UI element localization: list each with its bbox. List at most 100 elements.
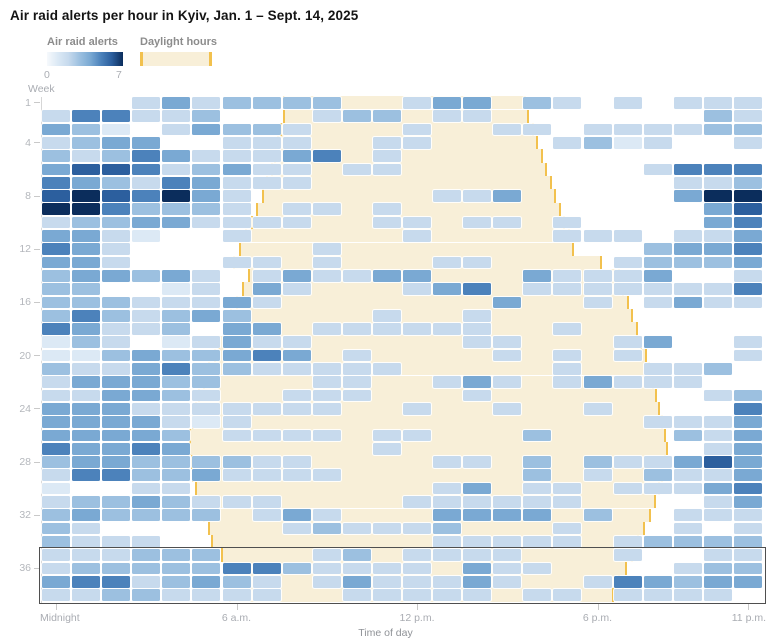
heatmap-cell[interactable] [703, 203, 732, 216]
heatmap-cell[interactable] [192, 363, 221, 375]
heatmap-cell[interactable] [643, 482, 672, 495]
heatmap-cell[interactable] [553, 283, 582, 295]
heatmap-cell[interactable] [433, 456, 462, 468]
heatmap-cell[interactable] [433, 575, 462, 588]
heatmap-cell[interactable] [252, 150, 281, 162]
heatmap-cell[interactable] [733, 416, 762, 428]
heatmap-cell[interactable] [72, 496, 101, 508]
heatmap-cell[interactable] [132, 110, 161, 123]
heatmap-cell[interactable] [463, 376, 492, 389]
heatmap-cell[interactable] [222, 349, 251, 362]
heatmap-cell[interactable] [312, 269, 341, 282]
heatmap-cell[interactable] [733, 456, 762, 468]
heatmap-cell[interactable] [613, 482, 642, 495]
heatmap-cell[interactable] [463, 323, 492, 335]
heatmap-cell[interactable] [162, 336, 191, 349]
heatmap-cell[interactable] [162, 110, 191, 123]
heatmap-cell[interactable] [643, 336, 672, 349]
heatmap-cell[interactable] [72, 589, 101, 601]
heatmap-cell[interactable] [613, 549, 642, 561]
heatmap-cell[interactable] [403, 136, 431, 149]
heatmap-cell[interactable] [433, 190, 462, 202]
heatmap-cell[interactable] [132, 203, 161, 216]
heatmap-cell[interactable] [132, 549, 161, 561]
heatmap-cell[interactable] [673, 190, 702, 202]
heatmap-cell[interactable] [463, 389, 492, 402]
heatmap-cell[interactable] [403, 496, 431, 508]
heatmap-cell[interactable] [162, 482, 191, 495]
heatmap-cell[interactable] [553, 535, 582, 548]
heatmap-cell[interactable] [733, 163, 762, 176]
heatmap-cell[interactable] [132, 456, 161, 468]
heatmap-cell[interactable] [282, 163, 311, 176]
heatmap-cell[interactable] [733, 402, 762, 415]
heatmap-cell[interactable] [162, 123, 191, 136]
heatmap-cell[interactable] [433, 549, 462, 561]
heatmap-cell[interactable] [132, 442, 161, 455]
heatmap-cell[interactable] [102, 176, 131, 189]
heatmap-cell[interactable] [192, 309, 221, 322]
heatmap-cell[interactable] [72, 363, 101, 375]
heatmap-cell[interactable] [493, 296, 522, 309]
heatmap-cell[interactable] [673, 482, 702, 495]
heatmap-cell[interactable] [583, 402, 612, 415]
heatmap-cell[interactable] [463, 496, 492, 508]
heatmap-cell[interactable] [72, 309, 101, 322]
heatmap-cell[interactable] [673, 363, 702, 375]
heatmap-cell[interactable] [403, 269, 431, 282]
heatmap-cell[interactable] [222, 336, 251, 349]
heatmap-cell[interactable] [42, 349, 70, 362]
heatmap-cell[interactable] [493, 402, 522, 415]
heatmap-cell[interactable] [493, 549, 522, 561]
heatmap-cell[interactable] [613, 123, 642, 136]
heatmap-cell[interactable] [42, 190, 70, 202]
heatmap-cell[interactable] [433, 376, 462, 389]
heatmap-cell[interactable] [703, 256, 732, 269]
heatmap-cell[interactable] [583, 123, 612, 136]
heatmap-cell[interactable] [72, 562, 101, 575]
heatmap-cell[interactable] [222, 190, 251, 202]
heatmap-cell[interactable] [282, 203, 311, 216]
heatmap-cell[interactable] [673, 256, 702, 269]
heatmap-cell[interactable] [733, 269, 762, 282]
heatmap-cell[interactable] [463, 283, 492, 295]
heatmap-cell[interactable] [733, 336, 762, 349]
heatmap-cell[interactable] [282, 363, 311, 375]
heatmap-cell[interactable] [433, 496, 462, 508]
heatmap-cell[interactable] [282, 97, 311, 109]
heatmap-cell[interactable] [132, 469, 161, 482]
heatmap-cell[interactable] [673, 123, 702, 136]
heatmap-cell[interactable] [72, 176, 101, 189]
heatmap-cell[interactable] [312, 402, 341, 415]
heatmap-cell[interactable] [192, 589, 221, 601]
heatmap-cell[interactable] [252, 123, 281, 136]
heatmap-cell[interactable] [342, 562, 371, 575]
heatmap-cell[interactable] [372, 442, 401, 455]
heatmap-cell[interactable] [733, 283, 762, 295]
heatmap-cell[interactable] [42, 230, 70, 242]
heatmap-cell[interactable] [733, 575, 762, 588]
heatmap-cell[interactable] [583, 269, 612, 282]
heatmap-cell[interactable] [703, 575, 732, 588]
heatmap-cell[interactable] [733, 97, 762, 109]
heatmap-cell[interactable] [282, 349, 311, 362]
heatmap-cell[interactable] [703, 509, 732, 522]
heatmap-cell[interactable] [162, 402, 191, 415]
heatmap-cell[interactable] [673, 376, 702, 389]
heatmap-cell[interactable] [733, 256, 762, 269]
heatmap-cell[interactable] [372, 216, 401, 229]
heatmap-cell[interactable] [342, 349, 371, 362]
heatmap-cell[interactable] [72, 389, 101, 402]
heatmap-cell[interactable] [372, 589, 401, 601]
heatmap-cell[interactable] [703, 110, 732, 123]
heatmap-cell[interactable] [162, 429, 191, 442]
heatmap-cell[interactable] [523, 469, 552, 482]
heatmap-cell[interactable] [673, 416, 702, 428]
heatmap-cell[interactable] [102, 323, 131, 335]
heatmap-cell[interactable] [733, 469, 762, 482]
heatmap-cell[interactable] [42, 469, 70, 482]
heatmap-cell[interactable] [643, 535, 672, 548]
heatmap-cell[interactable] [42, 389, 70, 402]
heatmap-cell[interactable] [643, 243, 672, 256]
heatmap-cell[interactable] [162, 190, 191, 202]
